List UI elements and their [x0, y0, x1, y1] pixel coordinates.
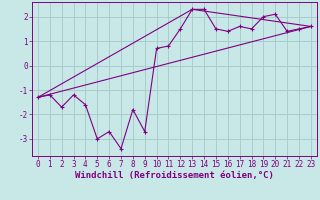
X-axis label: Windchill (Refroidissement éolien,°C): Windchill (Refroidissement éolien,°C) — [75, 171, 274, 180]
